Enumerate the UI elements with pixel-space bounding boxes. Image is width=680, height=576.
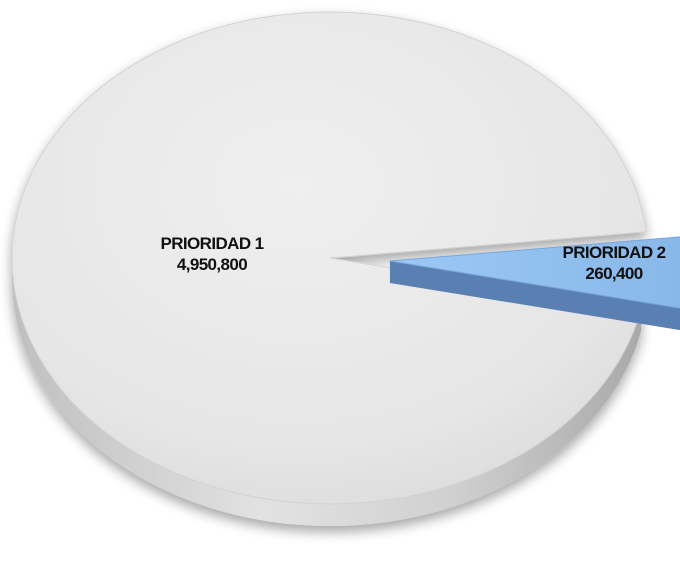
slice-label-value: 4,950,800 (177, 255, 247, 274)
slices-layer (12, 12, 680, 526)
slice-label-name: PRIORIDAD 2 (563, 243, 666, 262)
slice-label-value: 260,400 (585, 264, 642, 283)
slice-label-name: PRIORIDAD 1 (161, 234, 264, 253)
